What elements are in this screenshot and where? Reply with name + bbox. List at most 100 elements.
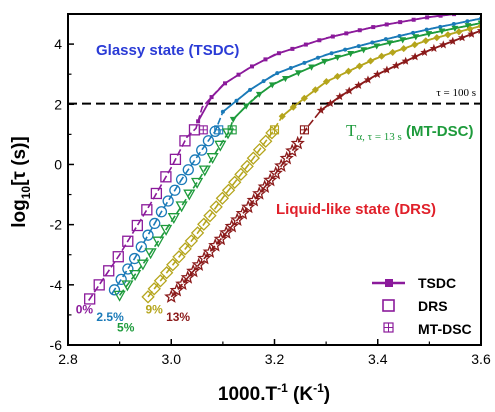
drs-point [183,189,196,201]
y-tick-label: 4 [54,36,62,52]
tsdc-point [355,62,364,70]
drs-point [178,242,192,256]
legend-tsdc-marker [385,279,393,287]
drs-point [155,206,168,218]
tsdc-point [275,71,280,76]
tsdc-point [433,34,441,42]
tsdc-point [308,64,315,71]
tsdc-point [236,72,241,77]
x-axis-title-main: 1000.T [218,384,278,405]
drs-point [191,257,206,271]
legend-entry-tsdc: TSDC [372,275,456,291]
tsdc-point [452,14,457,17]
drs-point [121,280,134,292]
tsdc-point [248,87,253,92]
series-label: 13% [166,310,190,324]
tsdc-point [317,38,322,43]
drs-point [112,251,124,263]
tsdc-point [439,40,448,49]
tsdc-point [335,92,344,101]
drs-point [149,217,161,230]
drs-point [224,218,239,233]
tsdc-point [411,17,416,22]
legend-drs-marker [382,299,395,312]
y-tick-label: 0 [54,156,62,172]
drs-point [259,134,273,148]
drs-point [144,248,157,260]
drs-point [122,235,134,247]
drs-point [113,290,126,302]
drs-point [246,151,261,165]
drs-point [159,266,174,280]
tsdc-point [249,64,254,69]
drs-point [240,159,254,174]
x-axis-title-close: ) [324,384,330,405]
tsdc-point [384,22,389,27]
drs-point [234,167,248,182]
series-layer [84,9,483,305]
tsdc-point [344,31,349,36]
drs-point [131,219,143,232]
drs-point [147,282,161,296]
y-tick-label: -4 [50,277,63,293]
y-tick-label: -2 [50,217,63,233]
drs-point [219,225,234,239]
tsdc-point [326,99,335,108]
tsdc-point [295,70,302,77]
drs-point [202,244,217,259]
series-2 [113,20,481,302]
drs-point [265,126,279,140]
tsdc-point [411,41,419,49]
series-fit-curve [170,29,481,298]
tsdc-point [334,54,341,61]
tsdc-point [220,109,225,114]
tsdc-point [467,29,476,38]
x-axis-title: 1000.T-1 (K-1) [218,381,330,405]
tsdc-point [315,55,320,60]
y-axis-title: log10[τ (s)] [9,136,33,228]
series-fit-curve [111,17,481,295]
drs-point [197,217,211,231]
annotation-mtdsc-tail: (MT-DSC) [402,123,474,140]
series-1 [108,16,481,296]
tsdc-point [363,75,373,84]
x-tick-label: 3.6 [471,351,491,367]
tsdc-point [383,37,388,42]
drs-point [142,229,154,241]
x-tick-label: 3.4 [368,351,388,367]
drs-point [209,200,223,214]
series-4 [164,26,481,303]
y-axis-title-sub: 10 [19,186,33,200]
tsdc-point [389,48,397,57]
annotation-liquid-state: Liquid-like state (DRS) [276,201,436,218]
tsdc-point [276,51,281,56]
tsdc-point [371,25,376,30]
drs-point [203,208,217,223]
drs-point [164,289,179,303]
tsdc-point [300,94,308,102]
tsdc-point [229,116,237,123]
drs-point [115,273,127,286]
drs-point [169,282,184,297]
tsdc-line [197,14,464,122]
tsdc-point [438,24,443,29]
drs-point [182,164,194,176]
drs-point [128,269,142,281]
y-tick-label: -6 [50,337,63,353]
drs-point [167,213,180,225]
drs-point [235,206,250,220]
tsdc-point [479,9,483,13]
tsdc-point [360,47,368,54]
drs-point [252,186,267,200]
drs-point [208,238,223,252]
tsdc-point [455,28,463,36]
legend: TSDC DRS MT-DSC [372,275,472,337]
drs-point [162,195,174,207]
tsdc-point [268,82,276,89]
drs-point [263,172,278,187]
reference-line-label: τ = 100 s [436,87,476,99]
annotation-mtdsc-sub: α, τ = 13 s [356,131,401,143]
tsdc-point [345,86,354,95]
tsdc-point [263,57,268,62]
